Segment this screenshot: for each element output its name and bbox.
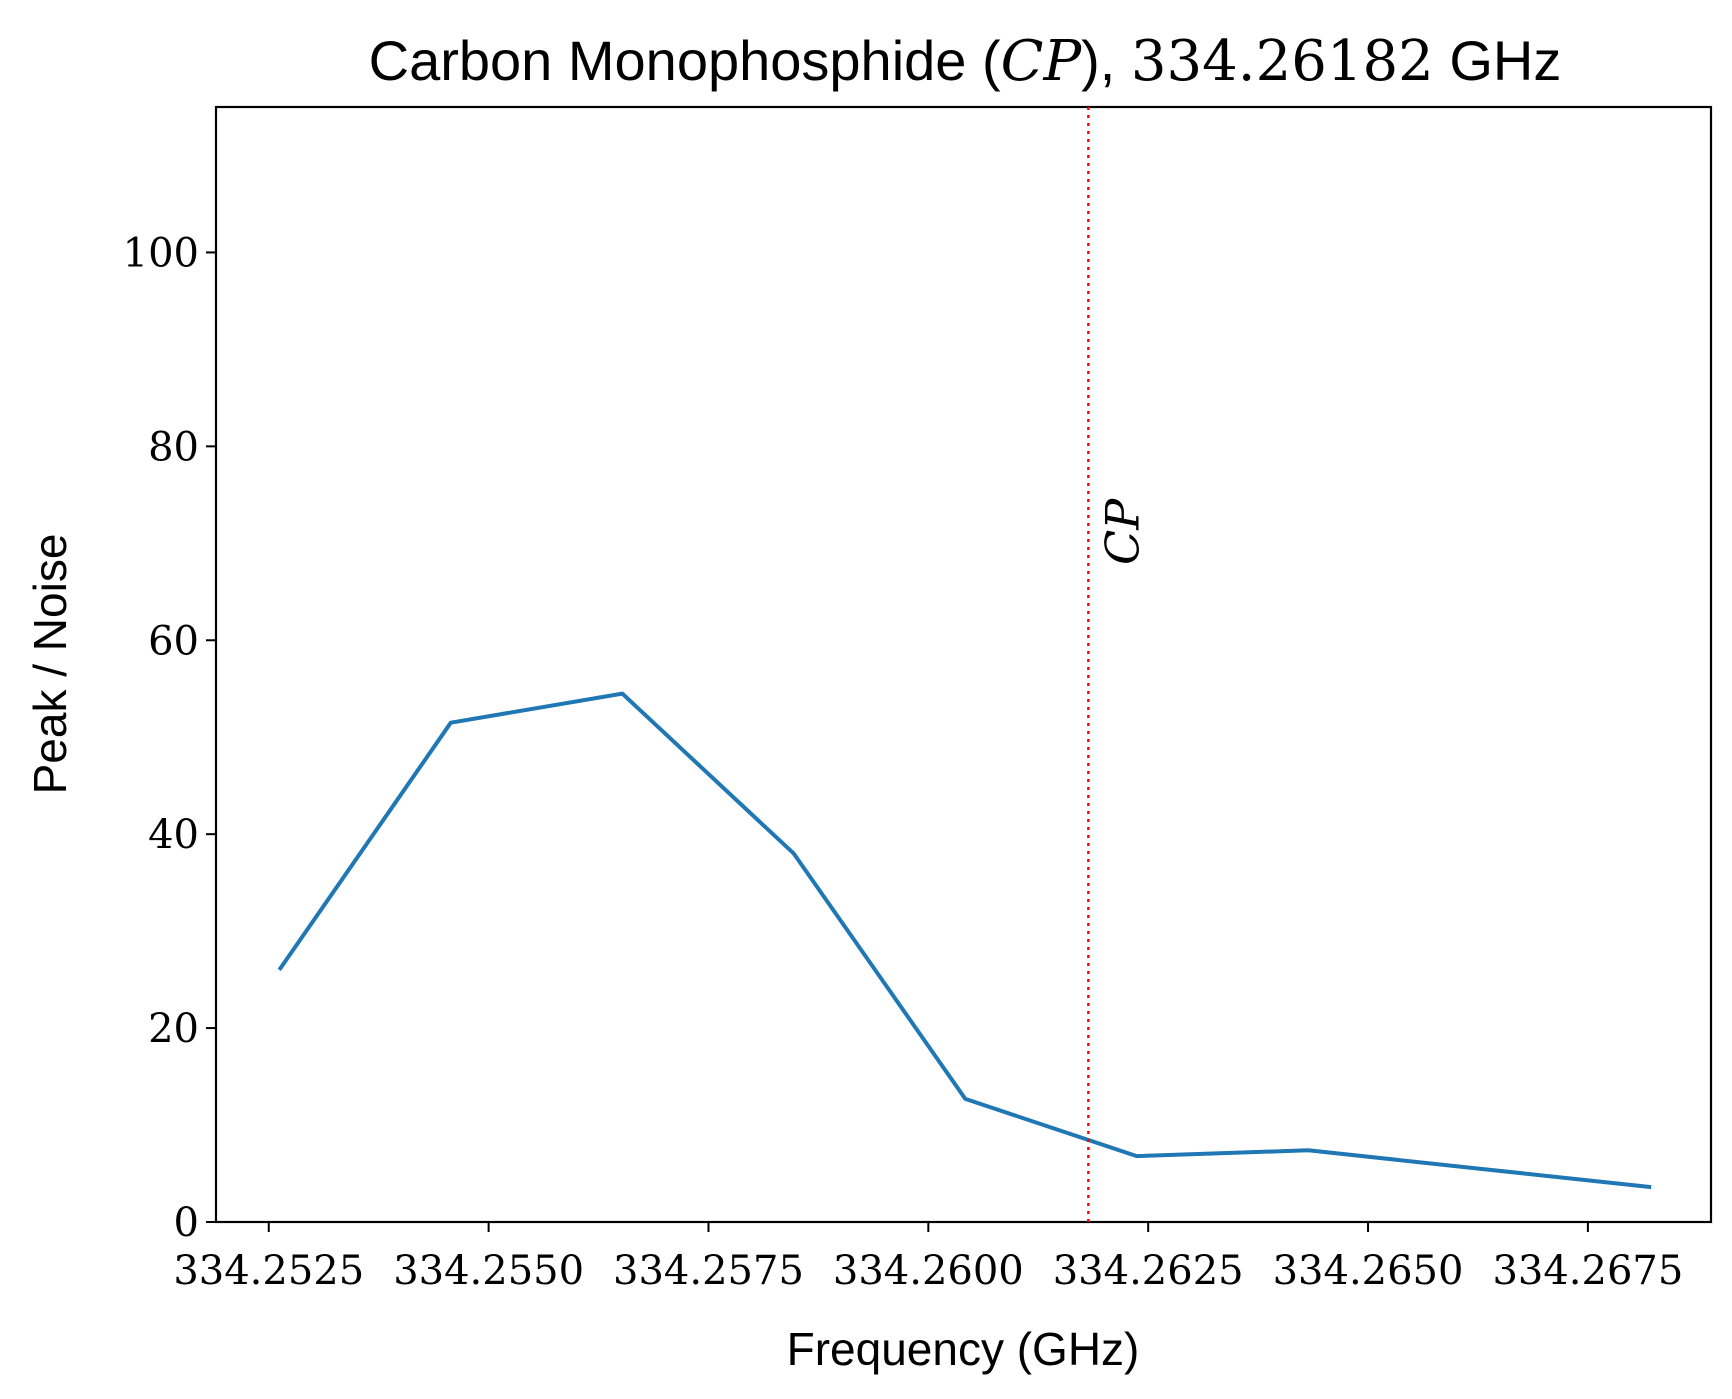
x-tick-label: 334.2625 bbox=[1053, 1248, 1244, 1294]
y-tick-label: 0 bbox=[174, 1200, 199, 1246]
y-tick-label: 80 bbox=[148, 424, 199, 470]
x-tick-label: 334.2525 bbox=[173, 1248, 364, 1294]
title-prefix: Carbon Monophosphide ( bbox=[369, 29, 1001, 92]
x-tick-label: 334.2650 bbox=[1273, 1248, 1464, 1294]
x-axis-label: Frequency (GHz) bbox=[787, 1323, 1140, 1375]
chart-title: Carbon Monophosphide (CP), 334.26182 GHz bbox=[369, 29, 1562, 94]
y-tick-label: 40 bbox=[148, 812, 199, 858]
title-frequency: 334.26182 bbox=[1131, 29, 1434, 94]
x-tick-label: 334.2550 bbox=[393, 1248, 584, 1294]
y-axis-label: Peak / Noise bbox=[24, 534, 76, 795]
x-axis-ticks: 334.2525 334.2550 334.2575 334.2600 334.2625… bbox=[173, 1222, 1683, 1294]
title-middle: ), bbox=[1081, 29, 1131, 92]
series-group bbox=[277, 691, 1652, 1190]
x-tick-label: 334.2575 bbox=[613, 1248, 804, 1294]
title-suffix: GHz bbox=[1434, 29, 1562, 92]
y-axis-ticks: 0 20 40 60 80 100 bbox=[123, 230, 216, 1246]
y-tick-label: 20 bbox=[148, 1006, 199, 1052]
reference-line-group: CP bbox=[1087, 107, 1149, 1222]
title-molecule: CP bbox=[1001, 29, 1083, 94]
x-tick-label: 334.2600 bbox=[833, 1248, 1024, 1294]
x-tick-label: 334.2675 bbox=[1492, 1248, 1683, 1294]
y-tick-label: 100 bbox=[123, 230, 199, 276]
y-tick-label: 60 bbox=[148, 618, 199, 664]
plot-frame bbox=[214, 105, 1713, 1224]
series-line bbox=[277, 691, 1652, 1190]
reference-line-label: CP bbox=[1095, 498, 1149, 565]
